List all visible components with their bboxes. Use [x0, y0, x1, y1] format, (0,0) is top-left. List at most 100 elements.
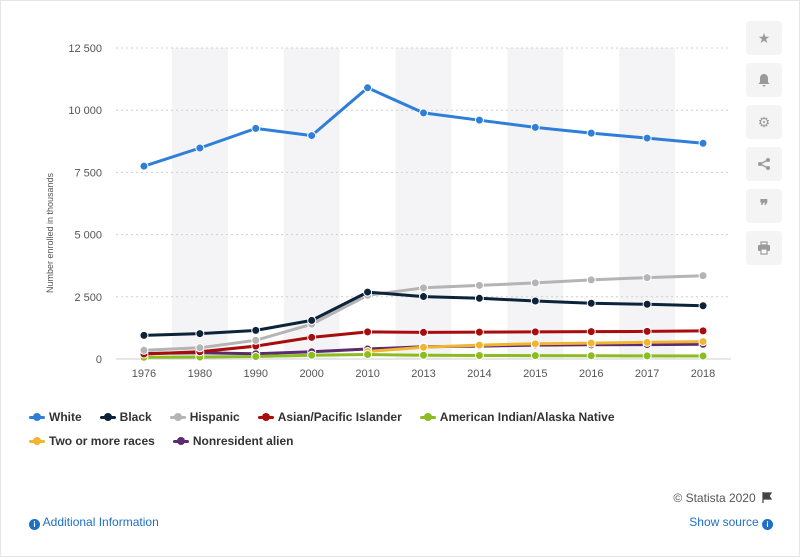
plot-band — [507, 48, 564, 359]
data-point-black[interactable] — [307, 315, 317, 325]
data-point-asian-pacific-islander[interactable] — [586, 327, 596, 337]
legend-item-nonresident-alien[interactable]: Nonresident alien — [172, 434, 294, 448]
additional-information-link[interactable]: i Additional Information — [29, 515, 159, 530]
data-point-hispanic[interactable] — [530, 278, 540, 288]
series-white — [139, 83, 708, 171]
data-point-hispanic[interactable] — [586, 275, 596, 285]
credits[interactable]: © Statista 2020 — [673, 491, 773, 505]
x-tick-label: 2013 — [411, 368, 435, 380]
legend-item-asian-pacific-islander[interactable]: Asian/Pacific Islander — [257, 410, 402, 424]
data-point-asian-pacific-islander[interactable] — [419, 327, 428, 337]
bell-icon[interactable] — [746, 63, 782, 97]
data-point-hispanic[interactable] — [419, 283, 428, 293]
data-point-asian-pacific-islander[interactable] — [698, 326, 708, 336]
data-point-white[interactable] — [698, 138, 708, 148]
legend-label: Two or more races — [49, 434, 155, 448]
y-tick-label: 2 500 — [74, 292, 102, 304]
data-point-asian-pacific-islander[interactable] — [363, 327, 373, 337]
show-source-link[interactable]: Show source i — [689, 515, 773, 530]
legend-item-hispanic[interactable]: Hispanic — [169, 410, 240, 424]
y-tick-label: 10 000 — [68, 105, 102, 117]
data-point-hispanic[interactable] — [642, 273, 652, 283]
toolbar: ★ ⚙ ❞ — [746, 21, 782, 273]
chart-area: 0 2 500 5 000 7 500 10 000 12 500 1976 1980 199… — [45, 43, 731, 380]
legend-item-two-or-more-races[interactable]: Two or more races — [29, 434, 155, 448]
data-point-black[interactable] — [474, 293, 484, 303]
data-point-two-or-more-races[interactable] — [474, 340, 484, 350]
data-point-hispanic[interactable] — [474, 280, 484, 290]
data-point-american-indian-alaska-native[interactable] — [307, 350, 317, 360]
data-point-black[interactable] — [530, 296, 540, 306]
x-tick-label: 1990 — [244, 368, 268, 380]
plot-band — [283, 48, 340, 359]
data-point-asian-pacific-islander[interactable] — [474, 327, 484, 337]
data-point-hispanic[interactable] — [251, 335, 261, 345]
data-point-two-or-more-races[interactable] — [642, 337, 652, 347]
data-point-white[interactable] — [363, 83, 373, 93]
data-point-american-indian-alaska-native[interactable] — [251, 352, 261, 362]
data-point-asian-pacific-islander[interactable] — [307, 332, 317, 342]
data-point-white[interactable] — [474, 115, 484, 125]
show-source-label: Show source — [689, 515, 759, 529]
data-point-hispanic[interactable] — [698, 271, 708, 281]
star-icon[interactable]: ★ — [746, 21, 782, 55]
x-tick-label: 1976 — [132, 368, 156, 380]
data-point-american-indian-alaska-native[interactable] — [363, 350, 373, 360]
y-tick-label: 0 — [96, 354, 102, 366]
y-tick-label: 7 500 — [74, 167, 102, 179]
data-point-white[interactable] — [419, 108, 428, 118]
legend-label: American Indian/Alaska Native — [439, 410, 615, 424]
plot-band — [619, 48, 676, 359]
x-tick-label: 2018 — [691, 368, 715, 380]
data-point-white[interactable] — [586, 128, 596, 138]
print-icon[interactable] — [746, 231, 782, 265]
share-icon[interactable] — [746, 147, 782, 181]
data-point-black[interactable] — [139, 330, 149, 340]
data-point-american-indian-alaska-native[interactable] — [474, 351, 484, 361]
data-point-american-indian-alaska-native[interactable] — [642, 351, 652, 361]
data-point-black[interactable] — [586, 298, 596, 308]
data-point-white[interactable] — [139, 161, 149, 171]
data-point-asian-pacific-islander[interactable] — [530, 327, 540, 337]
quote-icon[interactable]: ❞ — [746, 189, 782, 223]
data-point-asian-pacific-islander[interactable] — [642, 326, 652, 336]
legend-swatch — [169, 411, 186, 423]
data-point-black[interactable] — [419, 292, 428, 302]
data-point-hispanic[interactable] — [139, 345, 149, 355]
data-point-white[interactable] — [307, 131, 317, 141]
data-point-american-indian-alaska-native[interactable] — [586, 351, 596, 361]
legend-item-american-indian-alaska-native[interactable]: American Indian/Alaska Native — [419, 410, 615, 424]
legend-row: Two or more races Nonresident alien — [29, 429, 709, 453]
data-point-american-indian-alaska-native[interactable] — [530, 351, 540, 361]
data-point-american-indian-alaska-native[interactable] — [698, 351, 708, 361]
data-point-two-or-more-races[interactable] — [419, 342, 428, 352]
legend-item-black[interactable]: Black — [99, 410, 152, 424]
legend-swatch — [419, 411, 436, 423]
data-point-black[interactable] — [642, 299, 652, 309]
data-point-white[interactable] — [195, 143, 205, 153]
data-point-black[interactable] — [363, 287, 373, 297]
x-tick-label: 2016 — [579, 368, 603, 380]
data-point-black[interactable] — [698, 301, 708, 311]
legend-label: Nonresident alien — [192, 434, 294, 448]
legend-item-white[interactable]: White — [29, 410, 82, 424]
series-layer — [139, 83, 708, 362]
data-point-two-or-more-races[interactable] — [586, 338, 596, 348]
data-point-black[interactable] — [195, 329, 205, 339]
series-asian-pacific-islander — [139, 326, 708, 359]
legend-swatch — [29, 411, 45, 423]
data-point-two-or-more-races[interactable] — [530, 339, 540, 349]
legend-swatch — [172, 435, 189, 447]
data-point-black[interactable] — [251, 325, 261, 335]
data-point-white[interactable] — [530, 122, 540, 132]
data-point-two-or-more-races[interactable] — [698, 337, 708, 347]
x-tick-label: 2014 — [467, 368, 491, 380]
data-point-hispanic[interactable] — [195, 343, 205, 353]
data-point-white[interactable] — [251, 123, 261, 133]
gear-icon[interactable]: ⚙ — [746, 105, 782, 139]
legend-label: Black — [119, 410, 152, 424]
data-point-american-indian-alaska-native[interactable] — [419, 350, 428, 360]
plot-band — [171, 48, 228, 359]
data-point-white[interactable] — [642, 133, 652, 143]
